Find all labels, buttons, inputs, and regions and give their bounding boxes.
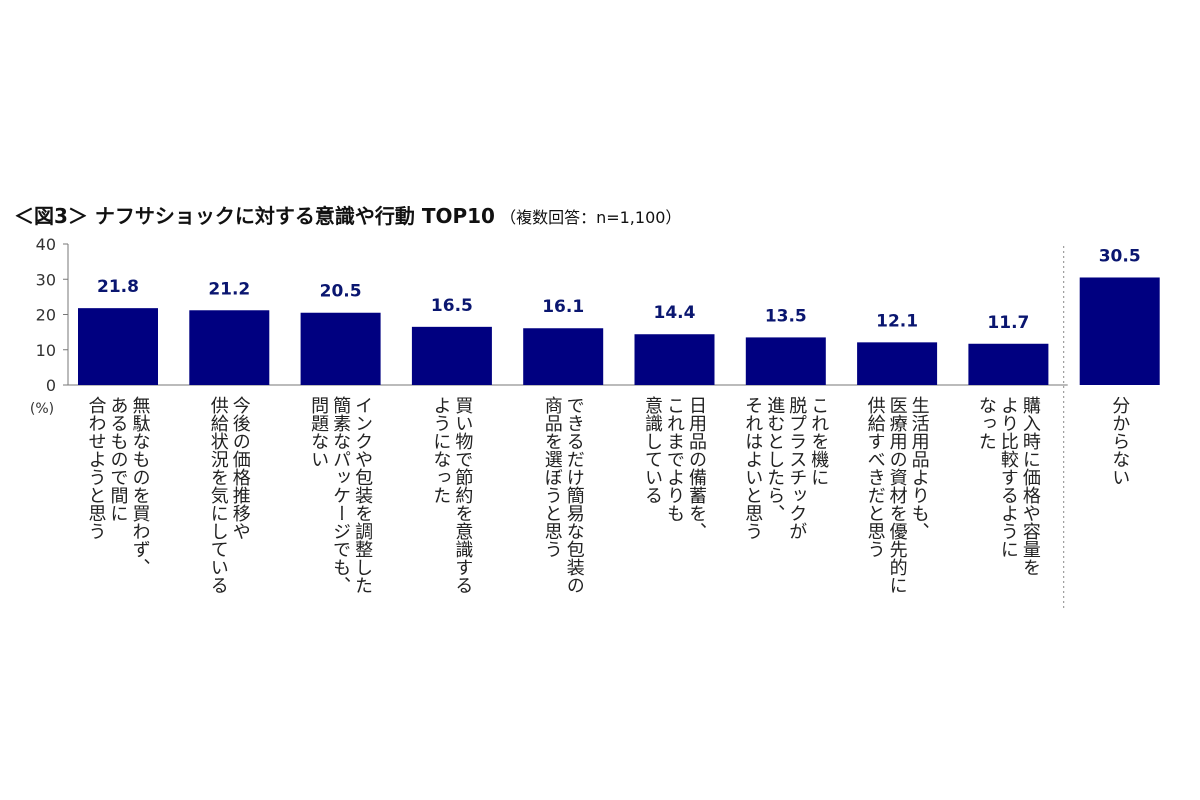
category-label: これを機に	[808, 396, 829, 486]
bar	[300, 312, 381, 385]
category-label: 購入時に価格や容量を	[1020, 396, 1041, 576]
category-label: できるだけ簡易な包装の	[564, 396, 585, 594]
value-label: 13.5	[765, 306, 807, 326]
value-label: 20.5	[320, 282, 362, 302]
value-label: 12.1	[876, 311, 918, 331]
category-label: 意識している	[642, 396, 663, 504]
category-label: 生活用品よりも、	[909, 396, 930, 540]
category-label: 供給すべきだと思う	[865, 396, 886, 558]
bar	[411, 326, 492, 385]
bar	[1079, 277, 1160, 385]
category-label: 進むとしたら、	[764, 396, 785, 522]
bars	[78, 277, 1160, 385]
category-label: 商品を選ぼうと思う	[542, 396, 563, 558]
y-tick-label: 30	[36, 270, 56, 289]
category-label: 供給状況を気にしている	[208, 396, 229, 594]
bar	[968, 343, 1049, 385]
category-label: 問題ない	[308, 396, 329, 468]
category-label: 合わせようと思う	[86, 396, 107, 540]
category-label: それはよいと思う	[742, 396, 763, 540]
value-labels: 21.8 21.2 20.5 16.5 16.1 14.4 13.5 12.1 11.7 30.5	[97, 246, 1141, 332]
value-label: 21.2	[208, 279, 250, 299]
bar	[523, 328, 604, 385]
category-label: あるもので間に	[108, 396, 129, 522]
value-label: 21.8	[97, 277, 139, 297]
value-label: 16.1	[542, 297, 584, 317]
value-label: 16.5	[431, 296, 473, 316]
y-tick-label: 0	[46, 376, 56, 395]
category-label: 買い物で節約を意識する	[452, 396, 473, 594]
bar	[78, 308, 158, 385]
bar	[634, 334, 715, 385]
category-label: 医療用の資材を優先的に	[887, 396, 908, 594]
chart-title-main: ＜図3＞ ナフサショックに対する意識や行動 TOP10	[14, 204, 495, 228]
bar	[745, 337, 826, 385]
value-label: 11.7	[987, 313, 1029, 333]
category-label: 日用品の備蓄を、	[686, 396, 707, 540]
chart-subtitle: （複数回答：n=1,100）	[500, 208, 682, 227]
y-tick-label: 20	[36, 306, 56, 325]
y-axis-label: (%)	[30, 401, 54, 417]
y-tick-label: 40	[36, 235, 56, 254]
category-label: これまでよりも	[664, 396, 685, 522]
category-label: ようになった	[430, 396, 451, 504]
y-tick-label: 10	[36, 341, 56, 360]
category-label: より比較するように	[998, 396, 1019, 558]
category-label: 無駄なものを買わず、	[130, 396, 151, 576]
category-label: 分からない	[1109, 396, 1130, 486]
category-label: インクや包装を調整した	[352, 396, 373, 594]
value-label: 30.5	[1099, 246, 1141, 266]
category-label: 脱プラスチックが	[786, 396, 807, 540]
bar	[857, 342, 938, 385]
category-label: なった	[976, 396, 997, 450]
bar	[189, 310, 270, 385]
chart-title: ＜図3＞ ナフサショックに対する意識や行動 TOP10 （複数回答：n=1,10…	[14, 200, 681, 229]
category-label: 今後の価格推移や	[230, 396, 251, 540]
value-label: 14.4	[654, 303, 696, 323]
category-label: 簡素なパッケージでも、	[330, 396, 351, 594]
